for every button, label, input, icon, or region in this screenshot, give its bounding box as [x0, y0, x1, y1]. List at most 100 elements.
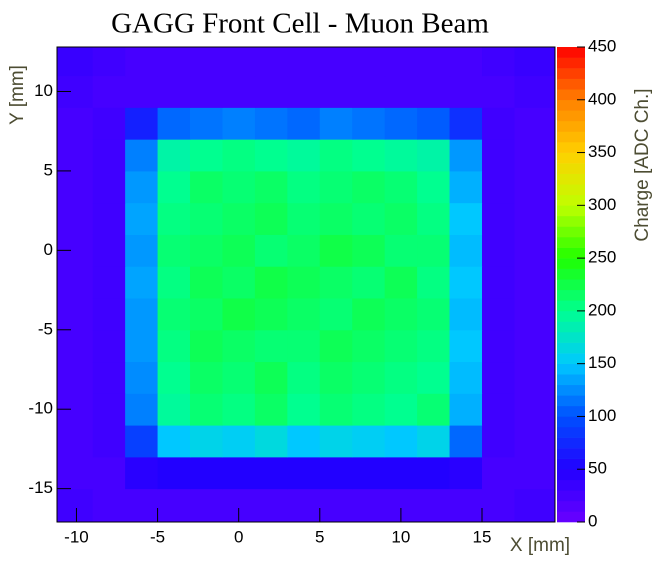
- heatmap-cell: [57, 266, 94, 299]
- heatmap-cell: [157, 393, 191, 426]
- heatmap-cell: [125, 393, 159, 426]
- colorbar-tick-label: 250: [588, 248, 616, 267]
- heatmap-cell: [57, 170, 94, 204]
- heatmap-cell: [449, 393, 483, 426]
- heatmap-cell: [319, 266, 353, 299]
- heatmap-cell: [514, 361, 556, 394]
- heatmap-cell: [254, 107, 288, 140]
- heatmap-cell: [319, 107, 353, 140]
- heatmap-cell: [254, 266, 288, 299]
- heatmap-cell: [352, 47, 386, 77]
- heatmap-cell: [92, 456, 126, 490]
- heatmap-cell: [57, 361, 94, 394]
- heatmap-cell: [514, 329, 556, 363]
- colorbar-band: [557, 405, 585, 417]
- y-tick-label: -10: [28, 399, 53, 418]
- heatmap-cell: [449, 234, 483, 267]
- colorbar-band: [557, 353, 585, 364]
- heatmap-cell: [254, 139, 288, 172]
- colorbar-band: [557, 194, 585, 206]
- heatmap-cell: [352, 75, 386, 108]
- heatmap-cell: [287, 47, 321, 77]
- heatmap-cell: [157, 329, 191, 363]
- heatmap-cell: [449, 170, 483, 204]
- heatmap-cell: [417, 139, 451, 172]
- heatmap-cell: [514, 298, 556, 331]
- heatmap-cell: [319, 139, 353, 172]
- heatmap-cell: [222, 202, 256, 235]
- heatmap-cell: [222, 47, 256, 77]
- heatmap-cell: [384, 107, 418, 140]
- heatmap-cell: [384, 329, 418, 363]
- heatmap-cell: [287, 488, 321, 523]
- y-tick-label: -5: [38, 319, 53, 338]
- heatmap-cell: [482, 202, 515, 235]
- heatmap-cell: [254, 47, 288, 77]
- heatmap-cell: [125, 234, 159, 267]
- heatmap-cell: [222, 329, 256, 363]
- colorbar-band: [557, 226, 585, 238]
- heatmap-cell: [222, 361, 256, 394]
- heatmap-cell: [352, 170, 386, 204]
- heatmap-cell: [157, 234, 191, 267]
- colorbar-band: [557, 163, 585, 174]
- heatmap-cell: [319, 202, 353, 235]
- heatmap-cell: [449, 298, 483, 331]
- heatmap-cell: [92, 170, 126, 204]
- heatmap-cell: [125, 456, 159, 490]
- colorbar-band: [557, 479, 585, 491]
- heatmap-cell: [125, 202, 159, 235]
- heatmap-cell: [125, 425, 159, 458]
- heatmap-cell: [352, 393, 386, 426]
- heatmap-cell: [417, 266, 451, 299]
- heatmap-cell: [352, 425, 386, 458]
- heatmap-cell: [254, 488, 288, 523]
- heatmap-cell: [482, 47, 515, 77]
- heatmap-cell: [92, 234, 126, 267]
- heatmap-cell: [482, 107, 515, 140]
- heatmap-cell: [92, 47, 126, 77]
- x-tick-label: -5: [150, 527, 165, 546]
- heatmap-cell: [157, 456, 191, 490]
- heatmap-cell: [254, 202, 288, 235]
- colorbar-band: [557, 68, 585, 79]
- heatmap-cell: [449, 425, 483, 458]
- heatmap-cell: [157, 170, 191, 204]
- colorbar-tick-label: 400: [588, 89, 616, 108]
- heatmap-cell: [157, 107, 191, 140]
- y-tick-label: -15: [28, 478, 53, 497]
- heatmap-cell: [449, 361, 483, 394]
- heatmap-cell: [287, 75, 321, 108]
- heatmap-cell: [352, 488, 386, 523]
- heatmap-cell: [449, 202, 483, 235]
- heatmap-cell: [417, 234, 451, 267]
- heatmap-cell: [384, 75, 418, 108]
- colorbar-tick-label: 350: [588, 142, 616, 161]
- heatmap-cell: [57, 202, 94, 235]
- heatmap-cell: [482, 170, 515, 204]
- colorbar-band: [557, 131, 585, 143]
- colorbar-tick-label: 100: [588, 406, 616, 425]
- heatmap-cell: [92, 266, 126, 299]
- heatmap-cell: [352, 361, 386, 394]
- heatmap-cell: [190, 107, 223, 140]
- x-axis-title: X [mm]: [510, 535, 570, 556]
- heatmap-cell: [417, 456, 451, 490]
- heatmap-cell: [254, 234, 288, 267]
- heatmap-cell: [222, 298, 256, 331]
- heatmap-cell: [254, 329, 288, 363]
- heatmap-cell: [92, 107, 126, 140]
- heatmap-cell: [319, 298, 353, 331]
- colorbar-band: [557, 152, 585, 164]
- heatmap-cell: [125, 75, 159, 108]
- heatmap-cell: [287, 266, 321, 299]
- heatmap-cell: [417, 47, 451, 77]
- colorbar-band: [557, 258, 585, 269]
- heatmap-cell: [125, 47, 159, 77]
- heatmap-cell: [57, 456, 94, 490]
- heatmap-cell: [92, 139, 126, 172]
- colorbar-band: [557, 120, 585, 132]
- heatmap-cell: [319, 329, 353, 363]
- heatmap-cell: [222, 170, 256, 204]
- heatmap-cell: [190, 75, 223, 108]
